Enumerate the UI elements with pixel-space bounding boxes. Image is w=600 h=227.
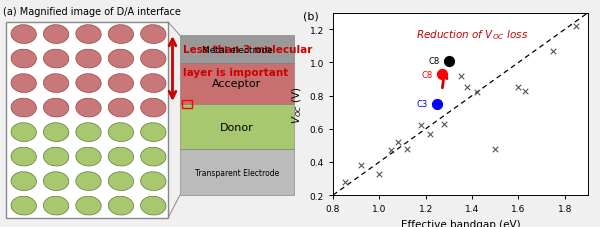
Text: C8: C8 [428, 57, 440, 66]
Ellipse shape [108, 172, 134, 191]
Ellipse shape [43, 148, 69, 166]
Text: layer is important: layer is important [183, 68, 288, 78]
Point [340, 180, 349, 184]
Bar [182, 100, 192, 108]
Ellipse shape [11, 26, 37, 44]
Point [463, 86, 472, 90]
Ellipse shape [108, 26, 134, 44]
Ellipse shape [108, 50, 134, 69]
Point [456, 74, 466, 78]
Ellipse shape [43, 196, 69, 215]
Point [521, 89, 530, 93]
Point [393, 141, 403, 144]
Ellipse shape [11, 172, 37, 191]
FancyBboxPatch shape [6, 23, 168, 218]
Ellipse shape [43, 50, 69, 69]
FancyBboxPatch shape [180, 150, 294, 195]
Text: Metal electrode: Metal electrode [202, 45, 272, 54]
Ellipse shape [76, 148, 101, 166]
Ellipse shape [108, 196, 134, 215]
Point [444, 60, 454, 63]
Ellipse shape [76, 99, 101, 117]
Point [425, 132, 435, 136]
Ellipse shape [11, 123, 37, 142]
Ellipse shape [108, 99, 134, 117]
Point [356, 164, 365, 167]
Point [374, 172, 384, 175]
Ellipse shape [11, 74, 37, 93]
Ellipse shape [76, 196, 101, 215]
Ellipse shape [108, 74, 134, 93]
Point [514, 86, 523, 90]
Ellipse shape [140, 50, 166, 69]
Ellipse shape [76, 123, 101, 142]
X-axis label: Effective bandgap (eV): Effective bandgap (eV) [401, 219, 520, 227]
Ellipse shape [11, 99, 37, 117]
Point [572, 25, 581, 29]
Text: Acceptor: Acceptor [212, 79, 262, 89]
Point [437, 73, 447, 76]
Ellipse shape [140, 196, 166, 215]
FancyBboxPatch shape [180, 36, 294, 64]
Text: Reduction of $V_{OC}$ loss: Reduction of $V_{OC}$ loss [416, 28, 529, 42]
Ellipse shape [43, 123, 69, 142]
Ellipse shape [76, 50, 101, 69]
Ellipse shape [140, 148, 166, 166]
Point [416, 124, 426, 128]
Ellipse shape [11, 196, 37, 215]
Point [548, 50, 558, 53]
Text: C8: C8 [421, 70, 433, 79]
Ellipse shape [43, 26, 69, 44]
FancyBboxPatch shape [180, 104, 294, 150]
Ellipse shape [43, 172, 69, 191]
Ellipse shape [43, 99, 69, 117]
Ellipse shape [76, 26, 101, 44]
Point [472, 91, 482, 95]
Ellipse shape [108, 148, 134, 166]
Text: (a) Magnified image of D/A interface: (a) Magnified image of D/A interface [3, 7, 181, 17]
Text: (b): (b) [303, 11, 319, 21]
Ellipse shape [140, 26, 166, 44]
Ellipse shape [140, 74, 166, 93]
Ellipse shape [140, 172, 166, 191]
FancyBboxPatch shape [180, 64, 294, 104]
Y-axis label: $V_{OC}$ (V): $V_{OC}$ (V) [290, 86, 304, 123]
Text: Transparent Electrode: Transparent Electrode [195, 168, 279, 177]
Point [433, 103, 442, 106]
Point [490, 147, 500, 151]
Text: Donor: Donor [220, 122, 254, 132]
Ellipse shape [108, 123, 134, 142]
Ellipse shape [76, 172, 101, 191]
Text: C3: C3 [417, 100, 428, 109]
Ellipse shape [140, 99, 166, 117]
Point [403, 147, 412, 151]
Ellipse shape [76, 74, 101, 93]
Ellipse shape [140, 123, 166, 142]
Point [439, 122, 449, 126]
Ellipse shape [11, 148, 37, 166]
Point [386, 149, 396, 153]
Ellipse shape [11, 50, 37, 69]
Ellipse shape [43, 74, 69, 93]
Text: Less than 3 molecular: Less than 3 molecular [183, 45, 313, 55]
